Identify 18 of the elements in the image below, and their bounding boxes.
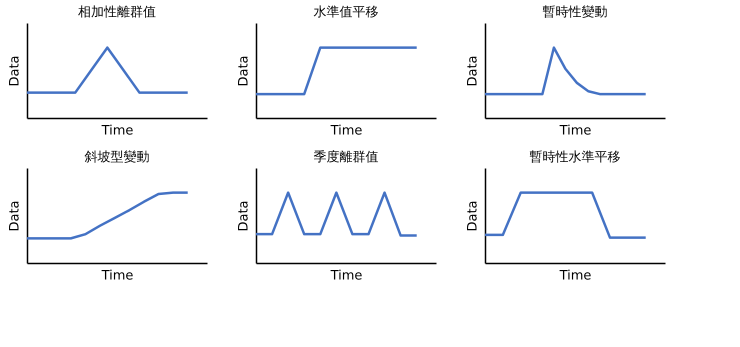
y-axis-title: Data xyxy=(236,200,252,232)
x-axis-title: Time xyxy=(558,268,592,284)
chart-title: 暫時性水準平移 xyxy=(530,150,620,165)
x-axis-title: Time xyxy=(330,124,362,138)
y-axis-title: Data xyxy=(8,200,22,232)
x-axis-title: Time xyxy=(100,268,134,284)
x-axis-title: Time xyxy=(330,268,362,284)
chart-title: 斜坡型變動 xyxy=(84,150,150,165)
y-axis-title: Data xyxy=(466,55,480,87)
y-axis-title: Data xyxy=(236,55,252,87)
chart-title: 相加性離群值 xyxy=(78,5,156,20)
x-axis-title: Time xyxy=(100,124,134,138)
chart-title: 暫時性變動 xyxy=(542,5,608,20)
chart-title: 季度離群值 xyxy=(314,149,378,165)
x-axis-title: Time xyxy=(558,124,592,138)
y-axis-title: Data xyxy=(466,200,480,232)
y-axis-title: Data xyxy=(8,55,22,87)
chart-title: 水準值平移 xyxy=(314,5,378,20)
